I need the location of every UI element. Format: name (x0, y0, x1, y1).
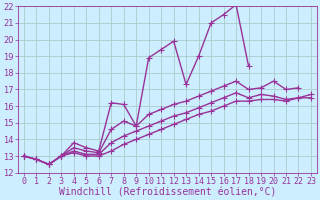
X-axis label: Windchill (Refroidissement éolien,°C): Windchill (Refroidissement éolien,°C) (59, 187, 276, 197)
